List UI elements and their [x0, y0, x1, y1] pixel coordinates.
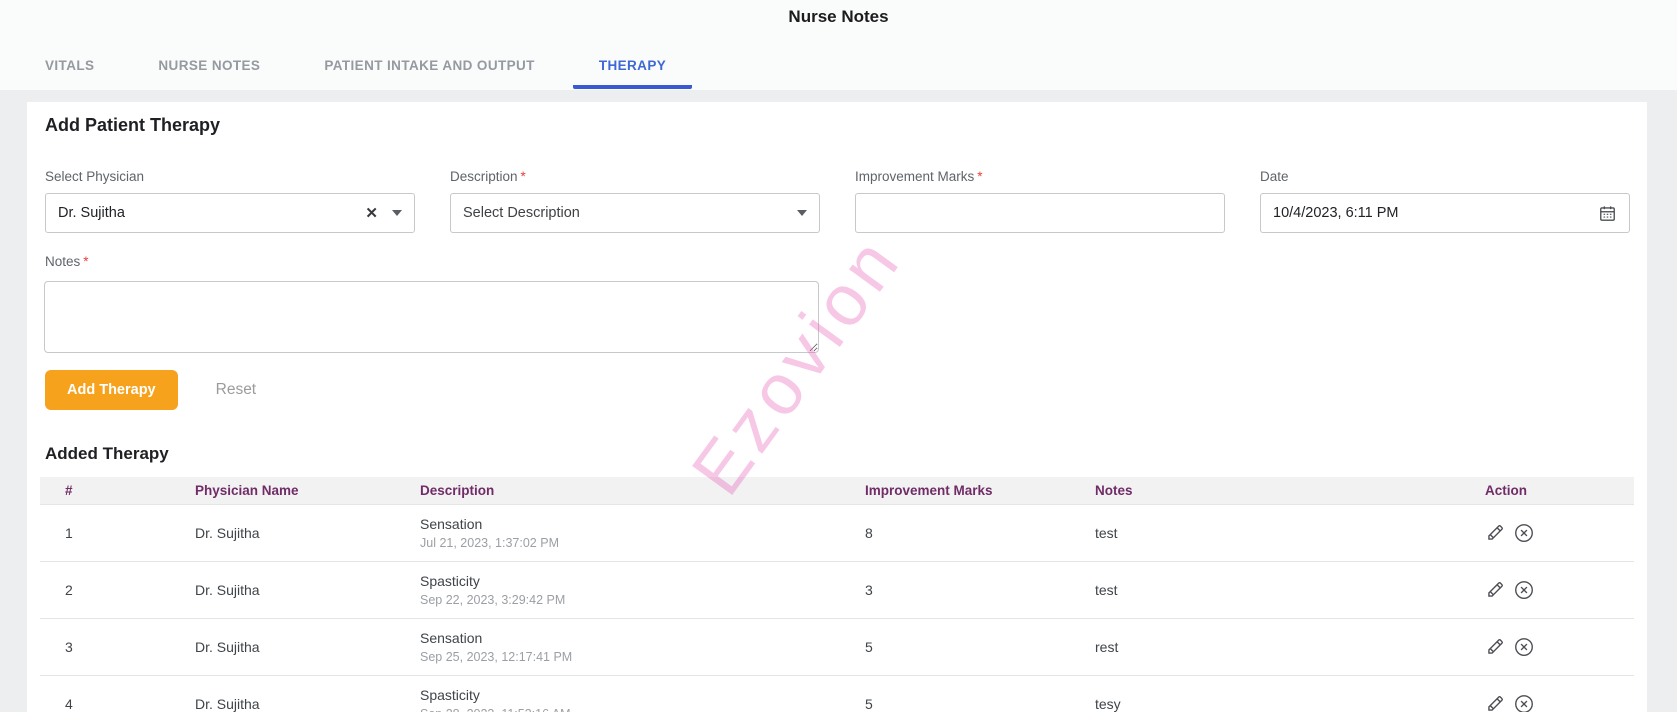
tab-patient-intake-and-output[interactable]: PATIENT INTAKE AND OUTPUT [324, 58, 535, 73]
row-description: Sensation Jul 21, 2023, 1:37:02 PM [395, 504, 840, 562]
description-text: Sensation [420, 629, 483, 646]
row-index: 2 [40, 561, 170, 619]
col-header-improvement-marks: Improvement Marks [840, 477, 1070, 505]
added-therapy-table: # Physician Name Description Improvement… [40, 477, 1634, 712]
table-row: 3 Dr. Sujitha Sensation Sep 25, 2023, 12… [40, 618, 1634, 676]
description-text: Spasticity [420, 686, 480, 703]
row-notes: test [1070, 561, 1460, 619]
description-value: Select Description [463, 205, 580, 221]
row-notes: test [1070, 504, 1460, 562]
col-header-notes: Notes [1070, 477, 1460, 505]
notes-label-wrap: Notes * [45, 254, 89, 269]
physician-label: Select Physician [45, 169, 145, 184]
physician-value: Dr. Sujitha [58, 205, 125, 221]
row-description: Sensation Sep 25, 2023, 12:17:41 PM [395, 618, 840, 676]
reset-button[interactable]: Reset [215, 381, 257, 398]
tab-nurse-notes[interactable]: NURSE NOTES [158, 58, 261, 73]
notes-textarea[interactable] [44, 281, 819, 353]
row-physician: Dr. Sujitha [170, 675, 395, 712]
table-row: 4 Dr. Sujitha Spasticity Sep 28, 2023, 1… [40, 675, 1634, 712]
description-text: Spasticity [420, 572, 480, 589]
col-header-index: # [40, 477, 170, 505]
date-label: Date [1260, 169, 1289, 184]
delete-icon[interactable] [1513, 636, 1535, 658]
table-header-row: # Physician Name Description Improvement… [40, 477, 1634, 505]
edit-icon[interactable] [1485, 579, 1506, 600]
description-timestamp: Sep 22, 2023, 3:29:42 PM [420, 592, 566, 607]
form-fields-row: Select Physician Dr. Sujitha ✕ Descripti… [45, 168, 1630, 233]
row-physician: Dr. Sujitha [170, 504, 395, 562]
tab-bar: VITALS NURSE NOTES PATIENT INTAKE AND OU… [19, 48, 693, 89]
description-timestamp: Jul 21, 2023, 1:37:02 PM [420, 535, 559, 550]
row-index: 3 [40, 618, 170, 676]
row-notes: rest [1070, 618, 1460, 676]
page-title: Nurse Notes [788, 7, 889, 26]
chevron-down-icon[interactable] [392, 210, 402, 216]
row-actions [1460, 561, 1634, 619]
row-index: 1 [40, 504, 170, 562]
description-timestamp: Sep 28, 2023, 11:53:16 AM [420, 707, 840, 712]
required-marker: * [83, 254, 89, 269]
row-description: Spasticity Sep 28, 2023, 11:53:16 AM [395, 675, 840, 712]
row-actions [1460, 504, 1634, 562]
calendar-icon[interactable] [1598, 204, 1617, 223]
delete-icon[interactable] [1513, 522, 1535, 544]
top-band: Nurse Notes VITALS NURSE NOTES PATIENT I… [0, 0, 1677, 90]
row-improvement-marks: 8 [840, 504, 1070, 562]
physician-field: Select Physician Dr. Sujitha ✕ [45, 168, 415, 233]
row-index: 4 [40, 675, 170, 712]
description-select[interactable]: Select Description [450, 193, 820, 233]
therapy-panel: Add Patient Therapy Select Physician Dr.… [27, 102, 1647, 712]
improvement-marks-label: Improvement Marks [855, 169, 975, 184]
required-marker: * [977, 169, 983, 184]
row-physician: Dr. Sujitha [170, 618, 395, 676]
added-therapy-title: Added Therapy [45, 444, 169, 463]
tab-vitals[interactable]: VITALS [45, 58, 95, 73]
notes-label: Notes [45, 254, 81, 269]
col-header-action: Action [1460, 477, 1634, 505]
row-notes: tesy [1070, 675, 1460, 712]
description-field: Description * Select Description [450, 168, 820, 233]
chevron-down-icon[interactable] [797, 210, 807, 216]
description-label: Description [450, 169, 518, 184]
row-improvement-marks: 5 [840, 618, 1070, 676]
improvement-marks-input[interactable] [855, 193, 1225, 233]
delete-icon[interactable] [1513, 693, 1535, 712]
table-row: 1 Dr. Sujitha Sensation Jul 21, 2023, 1:… [40, 504, 1634, 562]
col-header-description: Description [395, 477, 840, 505]
description-text: Sensation [420, 515, 483, 532]
physician-select[interactable]: Dr. Sujitha ✕ [45, 193, 415, 233]
table-row: 2 Dr. Sujitha Spasticity Sep 22, 2023, 3… [40, 561, 1634, 619]
row-actions [1460, 675, 1634, 712]
description-timestamp: Sep 25, 2023, 12:17:41 PM [420, 649, 573, 664]
edit-icon[interactable] [1485, 636, 1506, 657]
row-improvement-marks: 5 [840, 675, 1070, 712]
row-improvement-marks: 3 [840, 561, 1070, 619]
required-marker: * [520, 169, 526, 184]
date-field: Date 10/4/2023, 6:11 PM [1260, 168, 1630, 233]
form-buttons: Add Therapy Reset [45, 370, 256, 410]
add-therapy-button[interactable]: Add Therapy [45, 370, 178, 410]
date-input[interactable]: 10/4/2023, 6:11 PM [1260, 193, 1630, 233]
col-header-physician: Physician Name [170, 477, 395, 505]
date-value: 10/4/2023, 6:11 PM [1273, 205, 1399, 221]
row-actions [1460, 618, 1634, 676]
edit-icon[interactable] [1485, 522, 1506, 543]
tab-therapy[interactable]: THERAPY [572, 48, 693, 89]
form-title: Add Patient Therapy [45, 115, 221, 135]
delete-icon[interactable] [1513, 579, 1535, 601]
row-physician: Dr. Sujitha [170, 561, 395, 619]
edit-icon[interactable] [1485, 693, 1506, 712]
clear-icon[interactable]: ✕ [365, 205, 378, 222]
improvement-marks-field: Improvement Marks * [855, 168, 1225, 233]
row-description: Spasticity Sep 22, 2023, 3:29:42 PM [395, 561, 840, 619]
